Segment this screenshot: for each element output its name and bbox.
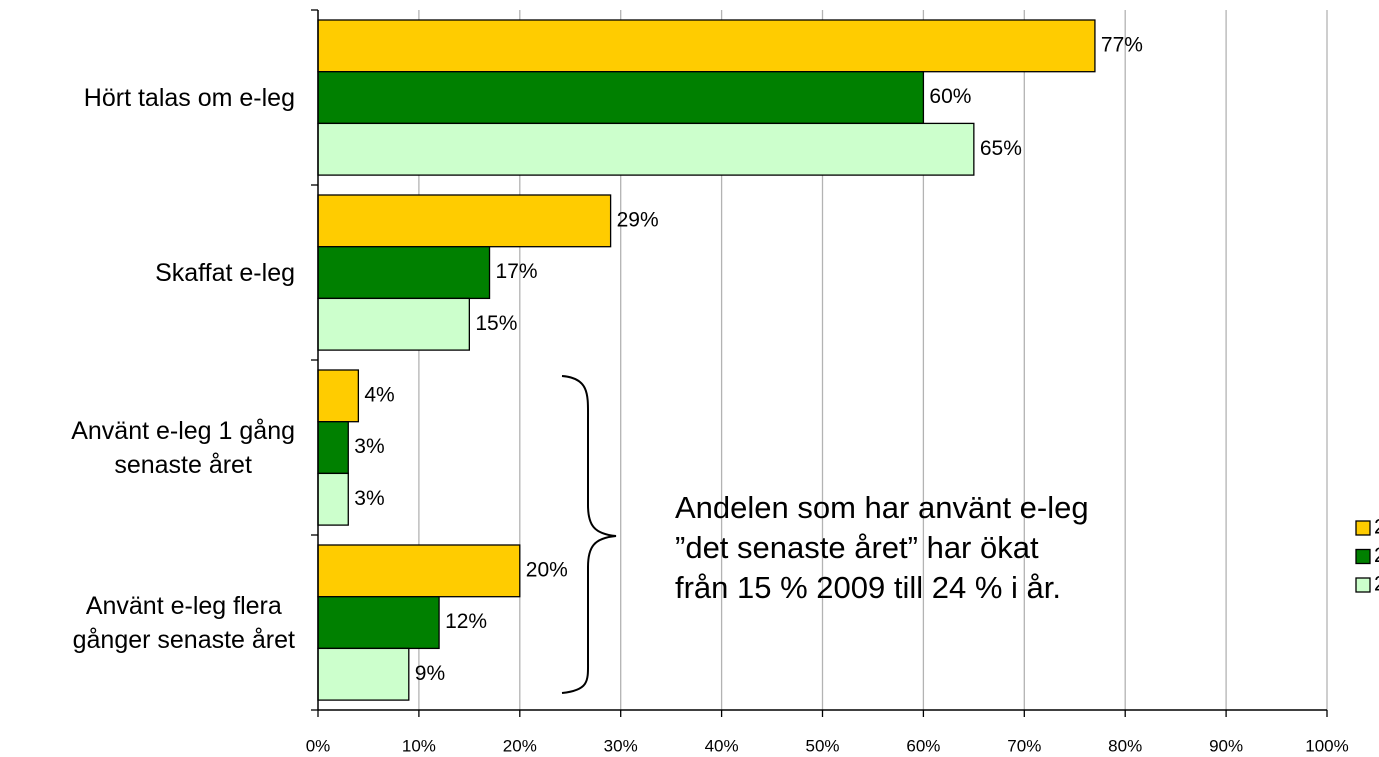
category-label: Hört talas om e-leg <box>83 83 295 112</box>
value-label: 4% <box>364 383 394 406</box>
bar <box>317 544 521 598</box>
value-label: 60% <box>929 85 971 108</box>
value-label: 9% <box>415 662 445 685</box>
x-tick-label: 0% <box>306 736 331 755</box>
x-tick-label: 40% <box>705 736 739 755</box>
bar <box>317 71 925 125</box>
bar <box>317 19 1096 73</box>
bar <box>317 596 440 650</box>
legend-label: 2008 <box>1374 573 1379 596</box>
legend-label: 2010 <box>1374 516 1379 539</box>
x-tick-label: 60% <box>906 736 940 755</box>
value-label: 17% <box>496 260 538 283</box>
x-tick-label: 10% <box>402 736 436 755</box>
category-label: Använt e-leg flera gånger senaste året <box>72 591 295 654</box>
bar <box>317 369 360 423</box>
brace <box>561 375 617 694</box>
value-label: 12% <box>445 610 487 633</box>
value-label: 29% <box>617 208 659 231</box>
value-label: 77% <box>1101 33 1143 56</box>
value-label: 20% <box>526 558 568 581</box>
bar <box>317 472 349 526</box>
legend-swatch <box>1355 548 1371 565</box>
bar <box>317 647 410 701</box>
bar <box>317 122 975 176</box>
legend-swatch <box>1355 520 1371 536</box>
x-tick-label: 20% <box>503 736 537 755</box>
bar <box>317 297 471 351</box>
x-tick-label: 80% <box>1108 736 1142 755</box>
x-tick-label: 70% <box>1007 736 1041 755</box>
legend-label: 2009 <box>1374 544 1379 567</box>
bar <box>317 421 349 475</box>
bar <box>317 194 612 248</box>
category-label: Använt e-leg 1 gång senaste året <box>71 416 295 479</box>
x-tick-label: 50% <box>805 736 839 755</box>
legend-swatch <box>1355 577 1371 593</box>
annotation: Andelen som har använt e-leg ”det senast… <box>675 490 1089 605</box>
x-tick-label: 30% <box>604 736 638 755</box>
value-label: 3% <box>354 487 384 510</box>
value-label: 3% <box>354 435 384 458</box>
category-label: Skaffat e-leg <box>155 258 295 287</box>
x-tick-label: 90% <box>1209 736 1243 755</box>
value-label: 15% <box>475 312 517 335</box>
bar <box>317 246 491 300</box>
value-label: 65% <box>980 137 1022 160</box>
x-tick-label: 100% <box>1305 736 1348 755</box>
